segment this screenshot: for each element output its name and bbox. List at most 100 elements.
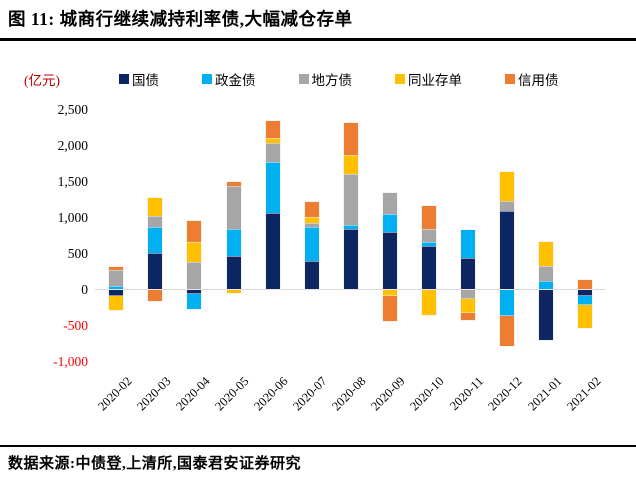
bar-segment-地方债 <box>500 200 515 212</box>
legend-swatch-icon <box>395 74 405 84</box>
y-tick-label: -1,000 <box>53 353 88 369</box>
bar-segment-国债 <box>500 211 515 289</box>
bar-segment-信用债 <box>382 296 397 321</box>
y-tick-label: 500 <box>67 245 88 261</box>
y-tick-label: 2,000 <box>57 137 88 153</box>
bar-segment-地方债 <box>109 270 124 286</box>
legend-label: 信用债 <box>518 73 559 88</box>
bar-segment-信用债 <box>187 220 202 243</box>
y-tick-label: 1,500 <box>57 173 88 189</box>
bar-segment-信用债 <box>421 205 436 230</box>
y-tick-label: 0 <box>81 281 88 297</box>
y-tick-label: 2,500 <box>57 101 88 117</box>
bar-segment-信用债 <box>148 290 163 301</box>
legend-item: 同业存单 <box>395 69 462 89</box>
x-axis-label: 2020-04 <box>172 374 213 414</box>
bar-segment-国债 <box>187 290 202 294</box>
source-note: 数据来源:中债登,上清所,国泰君安证券研究 <box>8 456 301 472</box>
bar-segment-信用债 <box>226 181 241 187</box>
bar-segment-国债 <box>109 290 124 297</box>
figure-title: 图 11: 城商行继续减持利率债,大幅减仓存单 <box>8 9 353 29</box>
legend-item: 信用债 <box>505 69 559 89</box>
chart-legend: 国债 政金债 地方债 同业存单 信用债 <box>119 69 559 89</box>
bar-segment-地方债 <box>461 290 476 299</box>
legend-item: 政金债 <box>202 69 256 89</box>
x-axis-label: 2020-02 <box>94 374 135 414</box>
y-axis-unit-label: (亿元) <box>24 73 60 88</box>
bar-segment-地方债 <box>148 215 163 228</box>
bar-segment-同业存单 <box>226 290 241 294</box>
y-tick-label: -500 <box>63 317 88 333</box>
bar-segment-地方债 <box>382 192 397 214</box>
bar-segment-同业存单 <box>500 172 515 201</box>
bar-segment-地方债 <box>265 143 280 162</box>
bar-segment-同业存单 <box>265 138 280 144</box>
y-tick-label: 1,000 <box>57 209 88 225</box>
bar-segment-政金债 <box>304 227 319 261</box>
bar-segment-信用债 <box>265 121 280 139</box>
bar-segment-国债 <box>226 255 241 289</box>
legend-swatch-icon <box>202 74 212 84</box>
bar-segment-国债 <box>578 290 593 297</box>
bar-segment-同业存单 <box>578 305 593 329</box>
legend-label: 同业存单 <box>408 73 462 88</box>
x-axis-label: 2020-10 <box>407 374 447 414</box>
bar-segment-同业存单 <box>148 197 163 216</box>
bar-segment-国债 <box>343 228 358 289</box>
legend-label: 地方债 <box>311 73 353 88</box>
legend-label: 国债 <box>132 73 159 88</box>
bar-segment-地方债 <box>187 262 202 289</box>
bar-segment-国债 <box>304 260 319 289</box>
bar-segment-同业存单 <box>187 242 202 263</box>
bar-segment-国债 <box>421 245 436 289</box>
bar-segment-同业存单 <box>304 217 319 223</box>
bar-segment-政金债 <box>187 293 202 310</box>
x-axis-label: 2020-11 <box>446 374 486 414</box>
bar-segment-同业存单 <box>382 290 397 297</box>
title-divider <box>0 38 636 41</box>
bar-segment-政金债 <box>343 224 358 229</box>
footer-divider <box>0 445 636 447</box>
bar-segment-信用债 <box>500 315 515 346</box>
bar-segment-国债 <box>382 232 397 289</box>
bar-segment-信用债 <box>109 267 124 271</box>
x-axis-label: 2021-01 <box>524 374 565 414</box>
x-axis-label: 2020-03 <box>133 374 174 414</box>
x-axis-label: 2020-09 <box>368 374 408 414</box>
bar-segment-同业存单 <box>343 155 358 174</box>
bar-segment-信用债 <box>578 279 593 289</box>
bar-segment-政金债 <box>382 213 397 233</box>
zero-axis-line <box>95 288 605 290</box>
x-axis-label: 2020-07 <box>290 374 330 414</box>
legend-swatch-icon <box>119 74 129 84</box>
bar-segment-同业存单 <box>461 298 476 313</box>
legend-swatch-icon <box>505 74 515 84</box>
bar-segment-国债 <box>265 212 280 289</box>
bar-segment-同业存单 <box>109 296 124 311</box>
bar-segment-政金债 <box>421 241 436 246</box>
bar-segment-信用债 <box>343 123 358 156</box>
bar-segment-同业存单 <box>421 290 436 316</box>
x-axis-label: 2020-12 <box>485 374 525 414</box>
bar-segment-政金债 <box>226 228 241 256</box>
bar-segment-信用债 <box>461 312 476 320</box>
legend-item: 地方债 <box>298 69 353 89</box>
x-axis-label: 2021-02 <box>563 374 604 414</box>
legend-item: 国债 <box>119 69 159 89</box>
bar-segment-地方债 <box>226 186 241 229</box>
bar-segment-政金债 <box>461 229 476 259</box>
bar-segment-地方债 <box>304 222 319 228</box>
bar-segment-政金债 <box>265 161 280 213</box>
bar-segment-信用债 <box>304 201 319 217</box>
bar-segment-政金债 <box>578 296 593 306</box>
legend-swatch-icon <box>298 74 309 84</box>
bar-segment-国债 <box>461 258 476 289</box>
bar-segment-同业存单 <box>539 242 554 266</box>
bar-segment-地方债 <box>421 229 436 242</box>
bar-segment-政金债 <box>500 290 515 316</box>
bar-segment-地方债 <box>343 173 358 225</box>
bar-segment-政金债 <box>148 227 163 253</box>
x-axis-label: 2020-05 <box>212 374 252 414</box>
bar-segment-政金债 <box>109 285 124 289</box>
